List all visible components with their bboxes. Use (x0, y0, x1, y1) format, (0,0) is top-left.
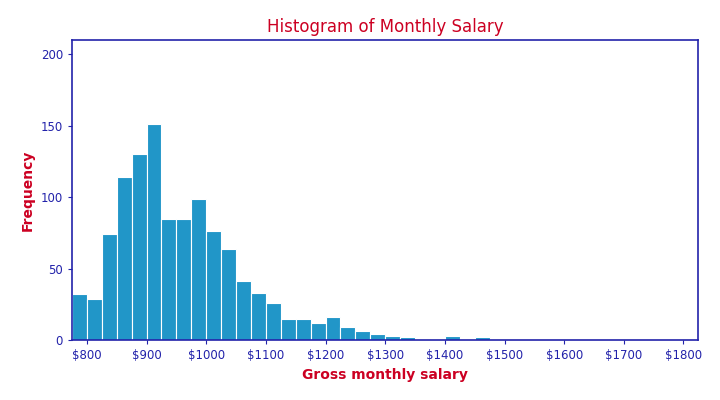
Bar (236, 282, 251, 340)
Bar (102, 234, 117, 340)
Title: Histogram of Monthly Salary: Histogram of Monthly Salary (267, 18, 503, 36)
Bar (474, 337, 490, 340)
Bar (176, 218, 192, 340)
Bar (310, 323, 325, 340)
Bar (72, 294, 87, 340)
Bar (445, 336, 460, 340)
Bar (296, 318, 310, 340)
Bar (385, 336, 400, 340)
Bar (147, 124, 161, 340)
Bar (281, 318, 296, 340)
Bar (221, 248, 236, 340)
Bar (356, 332, 370, 340)
Bar (132, 154, 147, 340)
Bar (251, 293, 266, 340)
Bar (161, 218, 176, 340)
Bar (325, 317, 341, 340)
Bar (117, 177, 132, 340)
Bar (206, 232, 221, 340)
Bar (370, 334, 385, 340)
Bar (415, 338, 430, 340)
Bar (192, 198, 206, 340)
Bar (400, 337, 415, 340)
Bar (87, 298, 102, 340)
Bar (341, 327, 356, 340)
Y-axis label: Frequency: Frequency (21, 149, 35, 231)
X-axis label: Gross monthly salary: Gross monthly salary (302, 368, 468, 382)
Bar (266, 303, 281, 340)
